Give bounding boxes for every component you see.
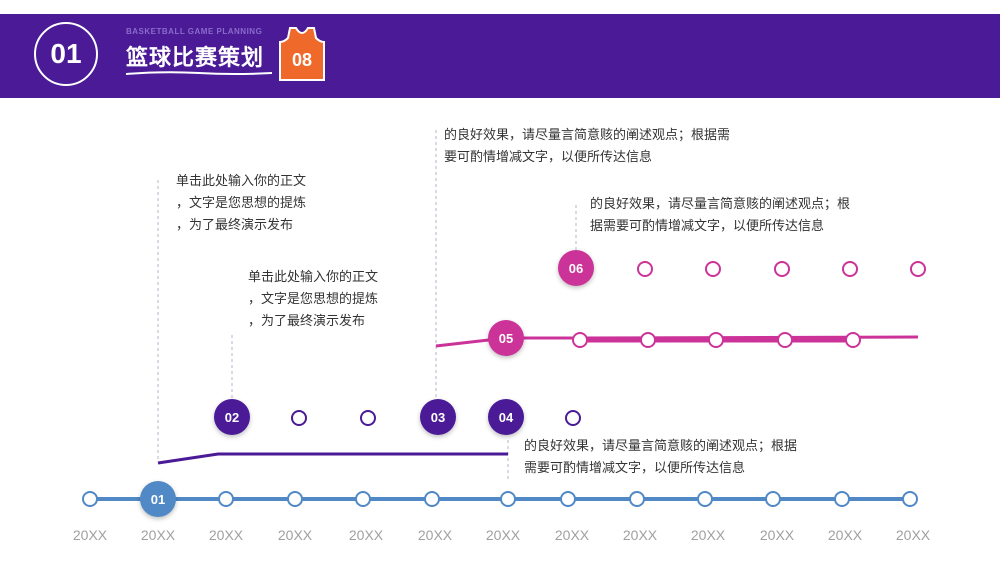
description-text-5: 的良好效果，请尽量言简意赅的阐述观点；根据 需要可酌情增减文字，以便所传达信息 bbox=[524, 439, 798, 476]
timeline-marker bbox=[355, 491, 371, 507]
timeline-marker bbox=[82, 491, 98, 507]
year-label: 20XX bbox=[208, 527, 244, 543]
timeline-marker bbox=[291, 410, 307, 426]
year-label: 20XX bbox=[277, 527, 313, 543]
timeline-marker bbox=[360, 410, 376, 426]
timeline-marker bbox=[774, 261, 790, 277]
year-label: 20XX bbox=[554, 527, 590, 543]
description-text-1: 单击此处输入你的正文 ，文字是您思想的提炼 ，为了最终演示发布 bbox=[176, 174, 307, 233]
timeline-marker bbox=[845, 332, 861, 348]
timeline-marker bbox=[572, 332, 588, 348]
year-label: 20XX bbox=[485, 527, 521, 543]
year-label: 20XX bbox=[417, 527, 453, 543]
milestone-node-02: 02 bbox=[214, 399, 250, 435]
timeline-marker bbox=[777, 332, 793, 348]
timeline-marker bbox=[637, 261, 653, 277]
timeline-marker bbox=[218, 491, 234, 507]
description-text-2: 单击此处输入你的正文 ，文字是您思想的提炼 ，为了最终演示发布 bbox=[248, 270, 379, 329]
description-text-3: 的良好效果，请尽量言简意赅的阐述观点；根据需 要可酌情增减文字，以便所传达信息 bbox=[444, 128, 731, 165]
year-label: 20XX bbox=[827, 527, 863, 543]
timeline-marker bbox=[708, 332, 724, 348]
year-label: 20XX bbox=[72, 527, 108, 543]
timeline-marker bbox=[834, 491, 850, 507]
milestone-node-05: 05 bbox=[488, 320, 524, 356]
timeline-marker bbox=[560, 491, 576, 507]
timeline-marker bbox=[765, 491, 781, 507]
timeline-marker bbox=[287, 491, 303, 507]
header-subtitle: BASKETBALL GAME PLANNING bbox=[126, 27, 263, 36]
description-text-4: 的良好效果，请尽量言简意赅的阐述观点；根 据需要可酌情增减文字，以便所传达信息 bbox=[590, 197, 851, 234]
year-label: 20XX bbox=[348, 527, 384, 543]
timeline-marker bbox=[500, 491, 516, 507]
page-title: 篮球比赛策划 bbox=[126, 46, 265, 71]
year-label: 20XX bbox=[895, 527, 931, 543]
header-bar: 01 BASKETBALL GAME PLANNING 篮球比赛策划 08 bbox=[0, 14, 1000, 98]
year-label: 20XX bbox=[622, 527, 658, 543]
milestone-node-03: 03 bbox=[420, 399, 456, 435]
timeline-marker bbox=[902, 491, 918, 507]
year-label: 20XX bbox=[690, 527, 726, 543]
milestone-node-04: 04 bbox=[488, 399, 524, 435]
title-underline bbox=[125, 71, 273, 75]
milestone-node-01: 01 bbox=[140, 481, 176, 517]
milestone-node-06: 06 bbox=[558, 250, 594, 286]
timeline-marker bbox=[424, 491, 440, 507]
jersey-number: 08 bbox=[292, 50, 312, 70]
timeline-marker bbox=[640, 332, 656, 348]
year-label: 20XX bbox=[759, 527, 795, 543]
timeline-marker bbox=[842, 261, 858, 277]
year-label: 20XX bbox=[140, 527, 176, 543]
section-number: 01 bbox=[34, 22, 98, 86]
timeline-marker bbox=[705, 261, 721, 277]
jersey-icon: 08 bbox=[279, 27, 325, 81]
timeline-marker bbox=[910, 261, 926, 277]
timeline-marker bbox=[565, 410, 581, 426]
timeline-marker bbox=[629, 491, 645, 507]
timeline-marker bbox=[697, 491, 713, 507]
